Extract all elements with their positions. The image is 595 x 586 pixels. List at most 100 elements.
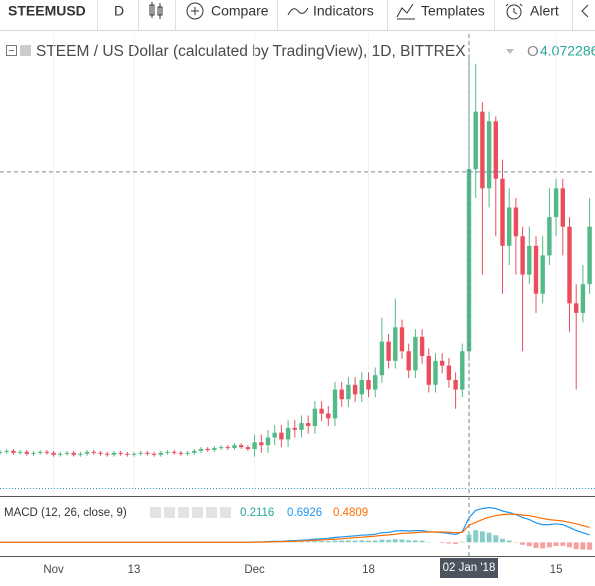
alert-icon[interactable] [505, 3, 523, 20]
indicator-controls[interactable] [150, 507, 231, 518]
histogram-bar [392, 539, 398, 543]
templates-button[interactable]: Templates [421, 3, 485, 19]
candle-body [218, 447, 224, 449]
x-tick-label: 18 [362, 564, 375, 576]
candle-body [460, 351, 465, 390]
candle-body [399, 327, 405, 352]
interval[interactable]: D [114, 3, 124, 19]
candle-body [553, 188, 559, 218]
candle-body [574, 303, 579, 313]
histogram-bar [419, 540, 425, 543]
candle-body [51, 452, 56, 455]
candle-body [306, 423, 311, 426]
histogram-bar [486, 532, 492, 543]
candle-body [71, 452, 76, 455]
histogram-bar [493, 535, 499, 543]
histogram-bar [352, 540, 358, 543]
histogram-bar [567, 542, 572, 548]
histogram-bar [406, 540, 412, 543]
histogram-bar [573, 542, 579, 550]
candle-body [580, 284, 586, 313]
replay-icon[interactable] [581, 4, 589, 18]
histogram-bar [553, 542, 559, 546]
candle-body [366, 380, 371, 390]
histogram-bar [533, 542, 539, 549]
signal-readout: 0.4809 [333, 507, 368, 519]
candle-body [91, 451, 96, 453]
candle-body [419, 336, 425, 357]
legend-dropdown[interactable] [506, 49, 514, 54]
candle-body [480, 111, 485, 189]
histogram-readout: 0.2116 [240, 507, 274, 519]
compare-button[interactable]: Compare [211, 3, 269, 19]
histogram-bar [339, 540, 345, 543]
chart-style-icon[interactable] [149, 2, 163, 19]
candle-body [78, 453, 83, 455]
compare-icon[interactable] [186, 2, 204, 20]
macd-line [0, 513, 590, 543]
histogram-bar [560, 542, 566, 546]
readout-label: O [527, 43, 539, 60]
x-tick-label: Nov [43, 564, 64, 576]
candle-body [547, 217, 552, 256]
candle-body [118, 452, 123, 454]
candle-body [312, 408, 318, 426]
histogram-bar [459, 541, 465, 543]
collapse-toggle[interactable] [6, 45, 17, 56]
candle-body [453, 380, 458, 390]
histogram-bar [473, 530, 479, 543]
indicators-button[interactable]: Indicators [313, 3, 374, 19]
candle-body [473, 111, 478, 170]
histogram-bar [305, 541, 311, 543]
candle-body [138, 452, 143, 454]
candle-body [44, 451, 50, 453]
indicators-icon[interactable] [287, 7, 309, 16]
candle-body [413, 336, 418, 371]
candle-body [64, 452, 70, 454]
histogram-bar [299, 541, 304, 543]
candle-body [158, 452, 163, 455]
candle-body [426, 356, 431, 385]
candle-body [486, 121, 492, 189]
candle-body [299, 423, 304, 430]
candle-body [205, 449, 210, 450]
candle-body [232, 445, 237, 449]
candle-body [500, 178, 505, 246]
candle-body [225, 447, 230, 449]
readout-value: 4.072286 [540, 43, 595, 59]
candle-body [11, 450, 16, 453]
histogram-bar [412, 540, 418, 543]
candle-body [533, 245, 539, 294]
histogram-bar [345, 540, 351, 543]
histogram-bar [479, 531, 485, 543]
symbol[interactable]: STEEMUSD [8, 3, 86, 19]
candle-body [105, 453, 110, 455]
histogram-bar [292, 541, 298, 543]
candle-body [507, 207, 512, 246]
histogram-bar [446, 542, 452, 544]
candle-body [165, 451, 170, 453]
candle-body [513, 207, 519, 237]
alert-button[interactable]: Alert [530, 3, 559, 19]
candle-body [567, 226, 572, 304]
histogram-bar [366, 540, 371, 543]
candle-body [379, 341, 385, 376]
histogram-bar [386, 539, 392, 543]
x-tick-label: 13 [128, 564, 141, 576]
candle-body [285, 427, 291, 440]
candle-body [17, 451, 23, 453]
histogram-bar [500, 538, 505, 543]
candle-body [31, 452, 36, 454]
candle-body [587, 226, 592, 285]
histogram-bar [587, 542, 593, 550]
candle-body [279, 432, 284, 440]
price-pane [0, 34, 595, 496]
candle-body [198, 449, 204, 451]
candle-body [319, 408, 324, 414]
candle-body [440, 360, 445, 366]
candle-body [265, 437, 271, 446]
histogram-bar [439, 542, 445, 544]
candle-body [359, 380, 364, 395]
templates-icon[interactable] [396, 3, 415, 20]
